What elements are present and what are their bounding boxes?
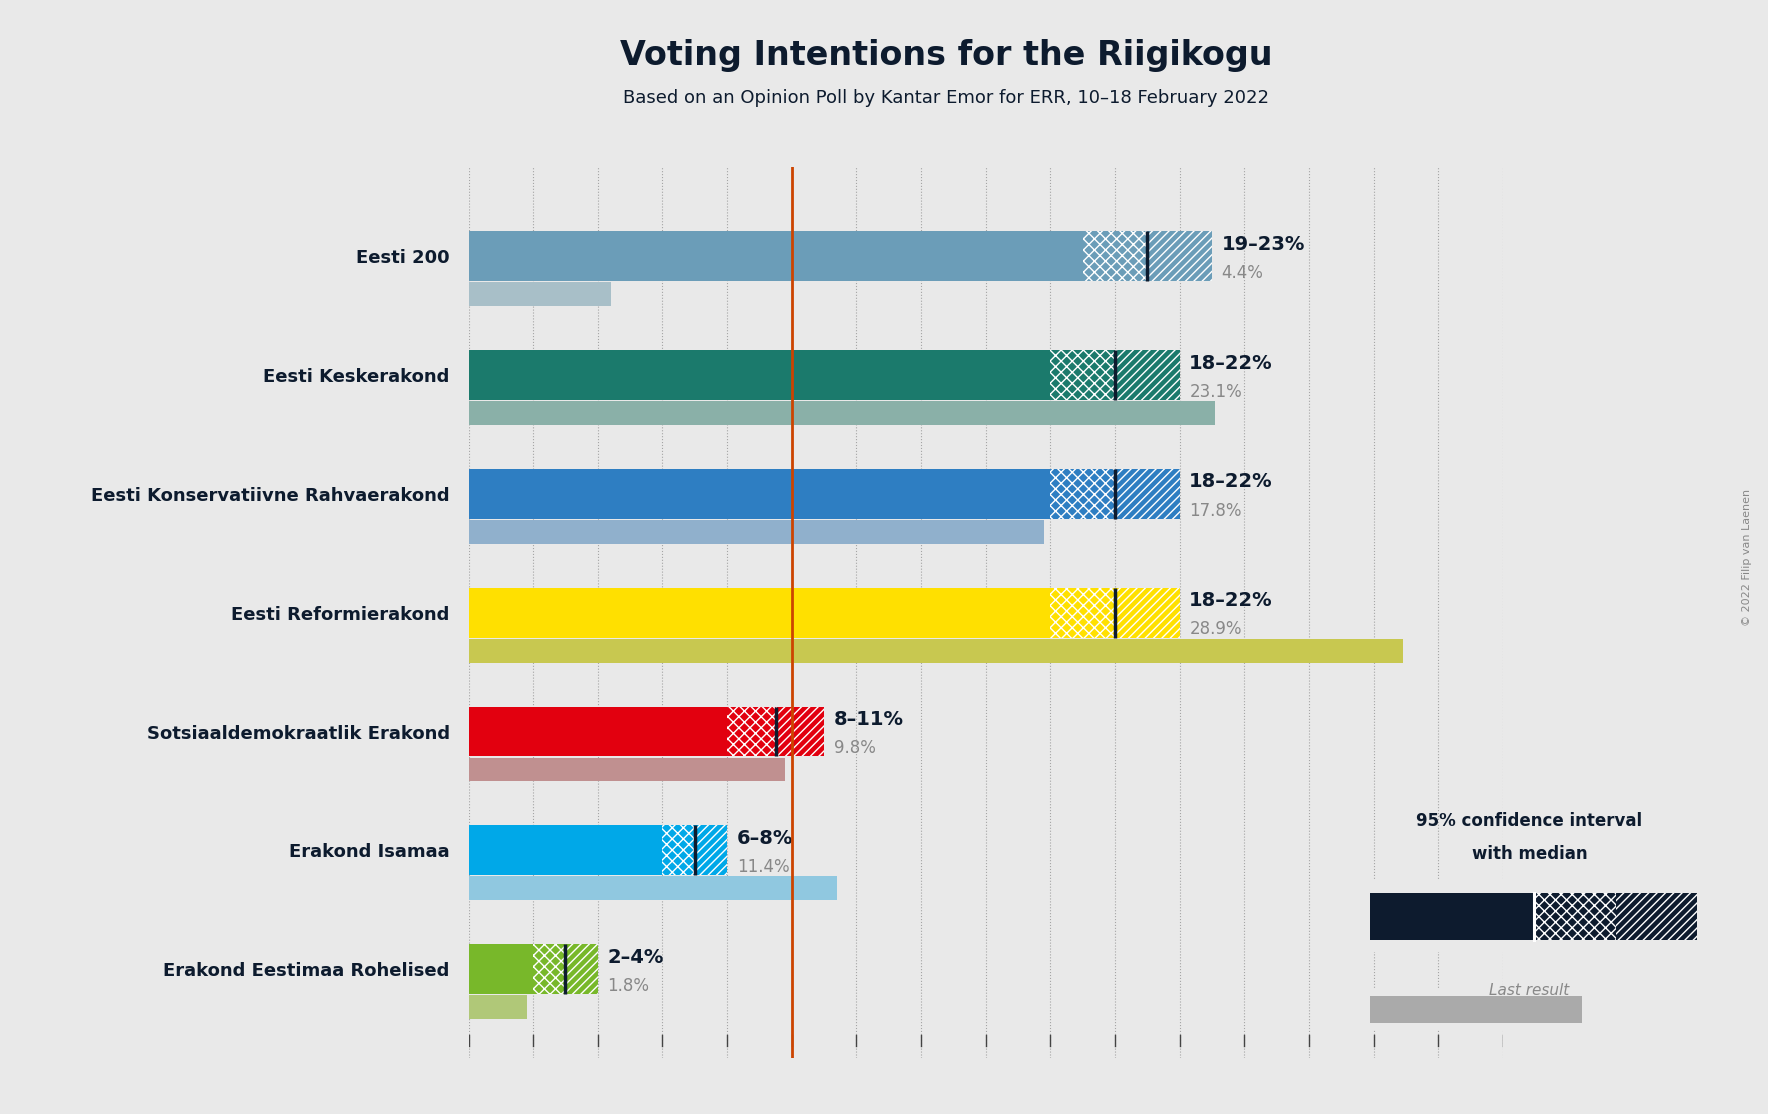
Bar bbox=[469, 945, 534, 994]
Bar bbox=[663, 825, 695, 876]
Text: 6–8%: 6–8% bbox=[737, 829, 794, 848]
Text: 17.8%: 17.8% bbox=[1190, 501, 1241, 519]
Bar bbox=[695, 825, 727, 876]
Bar bbox=[1082, 232, 1147, 281]
Text: Based on an Opinion Poll by Kantar Emor for ERR, 10–18 February 2022: Based on an Opinion Poll by Kantar Emor … bbox=[622, 89, 1269, 107]
Bar bbox=[469, 588, 1050, 637]
Bar bbox=[1050, 469, 1116, 519]
Bar bbox=[1535, 892, 1616, 940]
Bar bbox=[1370, 996, 1582, 1023]
Bar bbox=[469, 520, 1043, 544]
Text: 8–11%: 8–11% bbox=[834, 710, 903, 730]
Bar bbox=[1050, 588, 1116, 637]
Text: 1.8%: 1.8% bbox=[608, 977, 649, 995]
Text: with median: with median bbox=[1471, 846, 1588, 863]
Text: 11.4%: 11.4% bbox=[737, 858, 789, 876]
Text: 4.4%: 4.4% bbox=[1222, 264, 1264, 282]
Bar bbox=[469, 825, 663, 876]
Bar bbox=[469, 995, 527, 1019]
Text: 18–22%: 18–22% bbox=[1190, 592, 1273, 610]
Bar bbox=[1616, 892, 1697, 940]
Bar bbox=[469, 401, 1215, 424]
Bar bbox=[469, 758, 785, 781]
Bar bbox=[469, 232, 1082, 281]
Text: 18–22%: 18–22% bbox=[1190, 353, 1273, 373]
Bar bbox=[534, 945, 566, 994]
Bar bbox=[469, 638, 1402, 663]
Text: 23.1%: 23.1% bbox=[1190, 383, 1243, 401]
Text: Voting Intentions for the Riigikogu: Voting Intentions for the Riigikogu bbox=[619, 39, 1273, 72]
Bar bbox=[1116, 469, 1179, 519]
Text: Last result: Last result bbox=[1489, 983, 1570, 997]
Text: © 2022 Filip van Laenen: © 2022 Filip van Laenen bbox=[1741, 488, 1752, 626]
Text: 95% confidence interval: 95% confidence interval bbox=[1416, 812, 1642, 830]
Bar bbox=[1147, 232, 1211, 281]
Bar bbox=[727, 706, 776, 756]
Bar bbox=[469, 469, 1050, 519]
Bar bbox=[776, 706, 824, 756]
Bar bbox=[469, 877, 836, 900]
Text: 2–4%: 2–4% bbox=[608, 948, 663, 967]
Text: 28.9%: 28.9% bbox=[1190, 620, 1241, 638]
Bar bbox=[1116, 588, 1179, 637]
Text: 9.8%: 9.8% bbox=[834, 740, 875, 758]
Text: 19–23%: 19–23% bbox=[1222, 235, 1305, 254]
Bar bbox=[469, 282, 610, 306]
Bar bbox=[469, 706, 727, 756]
Bar bbox=[1050, 350, 1116, 400]
Bar bbox=[566, 945, 598, 994]
Bar bbox=[469, 350, 1050, 400]
Bar bbox=[1370, 892, 1535, 940]
Bar bbox=[1116, 350, 1179, 400]
Text: 18–22%: 18–22% bbox=[1190, 472, 1273, 491]
